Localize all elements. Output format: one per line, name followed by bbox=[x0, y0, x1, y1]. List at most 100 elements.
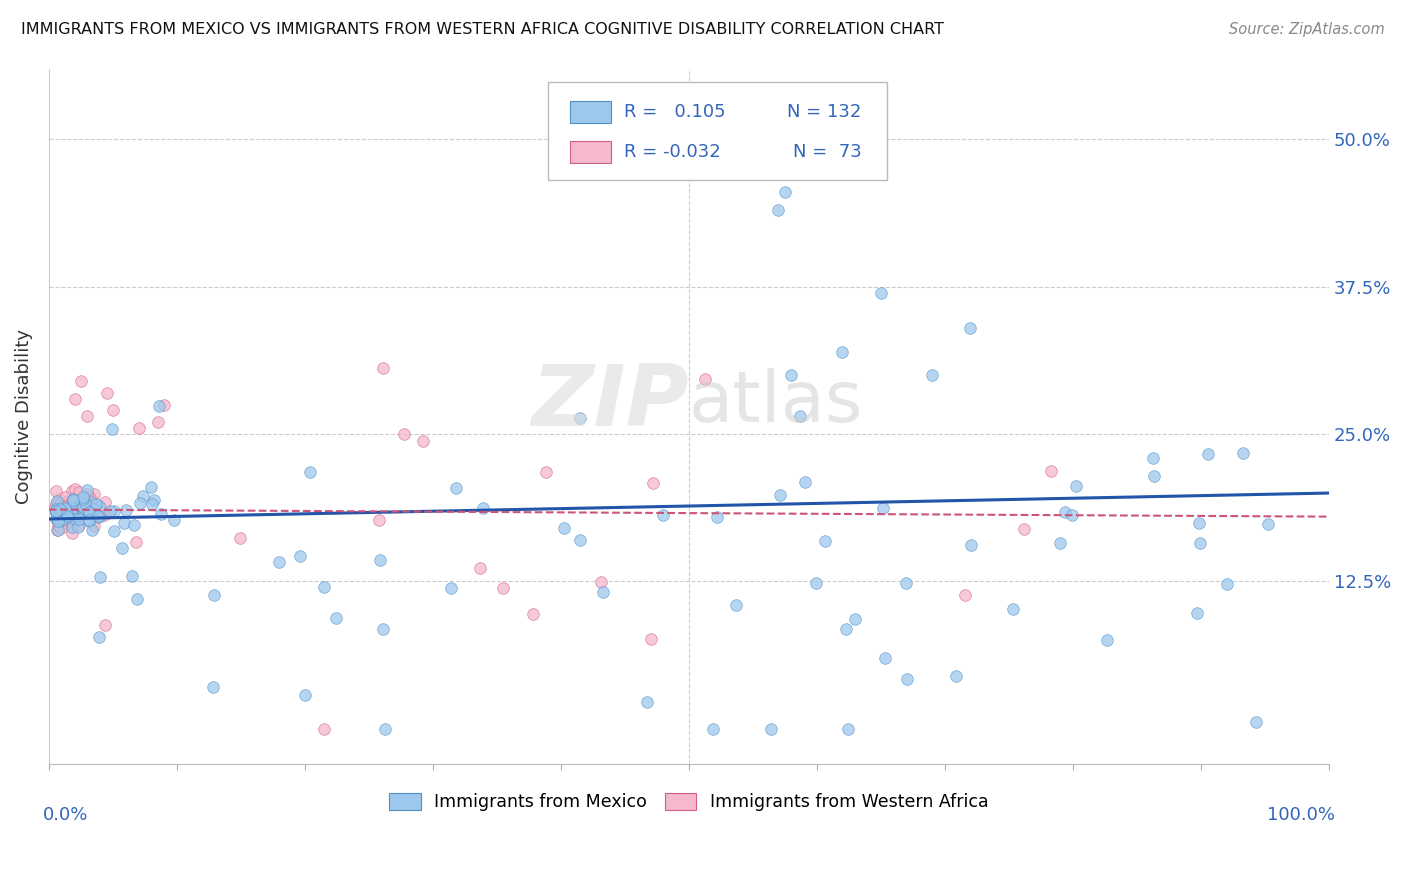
Point bbox=[553, 521, 575, 535]
Point bbox=[49, 502, 72, 516]
Point bbox=[290, 549, 312, 563]
Point bbox=[60, 484, 83, 499]
Point bbox=[374, 722, 396, 736]
Point bbox=[62, 508, 84, 522]
Point bbox=[960, 537, 983, 551]
Point bbox=[1232, 446, 1254, 460]
Point bbox=[872, 501, 894, 516]
Point bbox=[368, 552, 391, 566]
Point bbox=[45, 501, 67, 516]
Point bbox=[67, 518, 90, 533]
Point bbox=[66, 520, 89, 534]
Point bbox=[69, 508, 91, 522]
Point bbox=[77, 513, 100, 527]
Point bbox=[80, 507, 103, 521]
Point bbox=[592, 584, 614, 599]
Point bbox=[702, 722, 724, 736]
Point bbox=[693, 372, 716, 386]
Point bbox=[51, 512, 73, 526]
Point bbox=[82, 508, 104, 522]
Point bbox=[93, 508, 115, 522]
Point bbox=[725, 598, 748, 612]
Point bbox=[51, 500, 73, 515]
Point bbox=[55, 504, 77, 518]
Point bbox=[56, 509, 79, 524]
Point bbox=[48, 509, 70, 524]
Point bbox=[132, 489, 155, 503]
Point bbox=[63, 392, 86, 406]
Point bbox=[77, 505, 100, 519]
Point bbox=[114, 503, 136, 517]
Point bbox=[66, 508, 89, 522]
Point bbox=[1185, 607, 1208, 621]
Point bbox=[837, 722, 859, 736]
Point bbox=[1188, 536, 1211, 550]
Point bbox=[1257, 516, 1279, 531]
Point bbox=[652, 508, 675, 522]
Point bbox=[67, 485, 90, 500]
Point bbox=[62, 511, 84, 525]
Point bbox=[65, 499, 87, 513]
Point bbox=[569, 410, 592, 425]
Point bbox=[112, 516, 135, 530]
Point bbox=[780, 368, 803, 383]
Point bbox=[139, 480, 162, 494]
Point bbox=[953, 589, 976, 603]
Point bbox=[1060, 508, 1083, 522]
Point bbox=[201, 681, 224, 695]
Point bbox=[76, 505, 98, 519]
Point bbox=[89, 499, 111, 513]
Point bbox=[98, 504, 121, 518]
Point bbox=[959, 321, 981, 335]
Point bbox=[60, 508, 83, 522]
Point bbox=[83, 510, 105, 524]
Point bbox=[72, 506, 94, 520]
Point bbox=[761, 722, 783, 736]
Point bbox=[1142, 451, 1164, 466]
Point bbox=[103, 504, 125, 518]
Point bbox=[440, 581, 463, 595]
Point bbox=[72, 498, 94, 512]
Point bbox=[72, 490, 94, 504]
Point bbox=[73, 496, 96, 510]
Point bbox=[77, 505, 100, 519]
Point bbox=[945, 669, 967, 683]
Point bbox=[63, 502, 86, 516]
FancyBboxPatch shape bbox=[569, 141, 610, 163]
Point bbox=[83, 519, 105, 533]
Point bbox=[51, 516, 73, 530]
Point bbox=[82, 523, 104, 537]
Point bbox=[769, 488, 792, 502]
Point bbox=[101, 403, 124, 417]
Point bbox=[55, 516, 77, 531]
Point bbox=[51, 508, 73, 522]
Point bbox=[814, 533, 837, 548]
Point bbox=[844, 612, 866, 626]
Point bbox=[58, 506, 80, 520]
Point bbox=[45, 505, 67, 519]
Point bbox=[121, 568, 143, 582]
Point bbox=[45, 496, 67, 510]
Point bbox=[141, 497, 163, 511]
Point bbox=[314, 722, 336, 736]
Text: R = -0.032: R = -0.032 bbox=[624, 143, 720, 161]
Point bbox=[55, 506, 77, 520]
Point bbox=[48, 491, 70, 506]
Point bbox=[76, 409, 98, 424]
Point bbox=[67, 507, 90, 521]
Point bbox=[641, 476, 664, 491]
Point bbox=[77, 514, 100, 528]
Point bbox=[76, 483, 98, 497]
Point bbox=[49, 514, 72, 528]
Point bbox=[1216, 577, 1239, 591]
Point bbox=[80, 496, 103, 510]
Point bbox=[94, 495, 117, 509]
Point bbox=[48, 502, 70, 516]
Point bbox=[56, 508, 79, 522]
Point bbox=[53, 515, 76, 529]
Point bbox=[49, 511, 72, 525]
Point bbox=[143, 492, 166, 507]
Text: N =  73: N = 73 bbox=[793, 143, 862, 161]
Point bbox=[72, 497, 94, 511]
Point bbox=[83, 504, 105, 518]
